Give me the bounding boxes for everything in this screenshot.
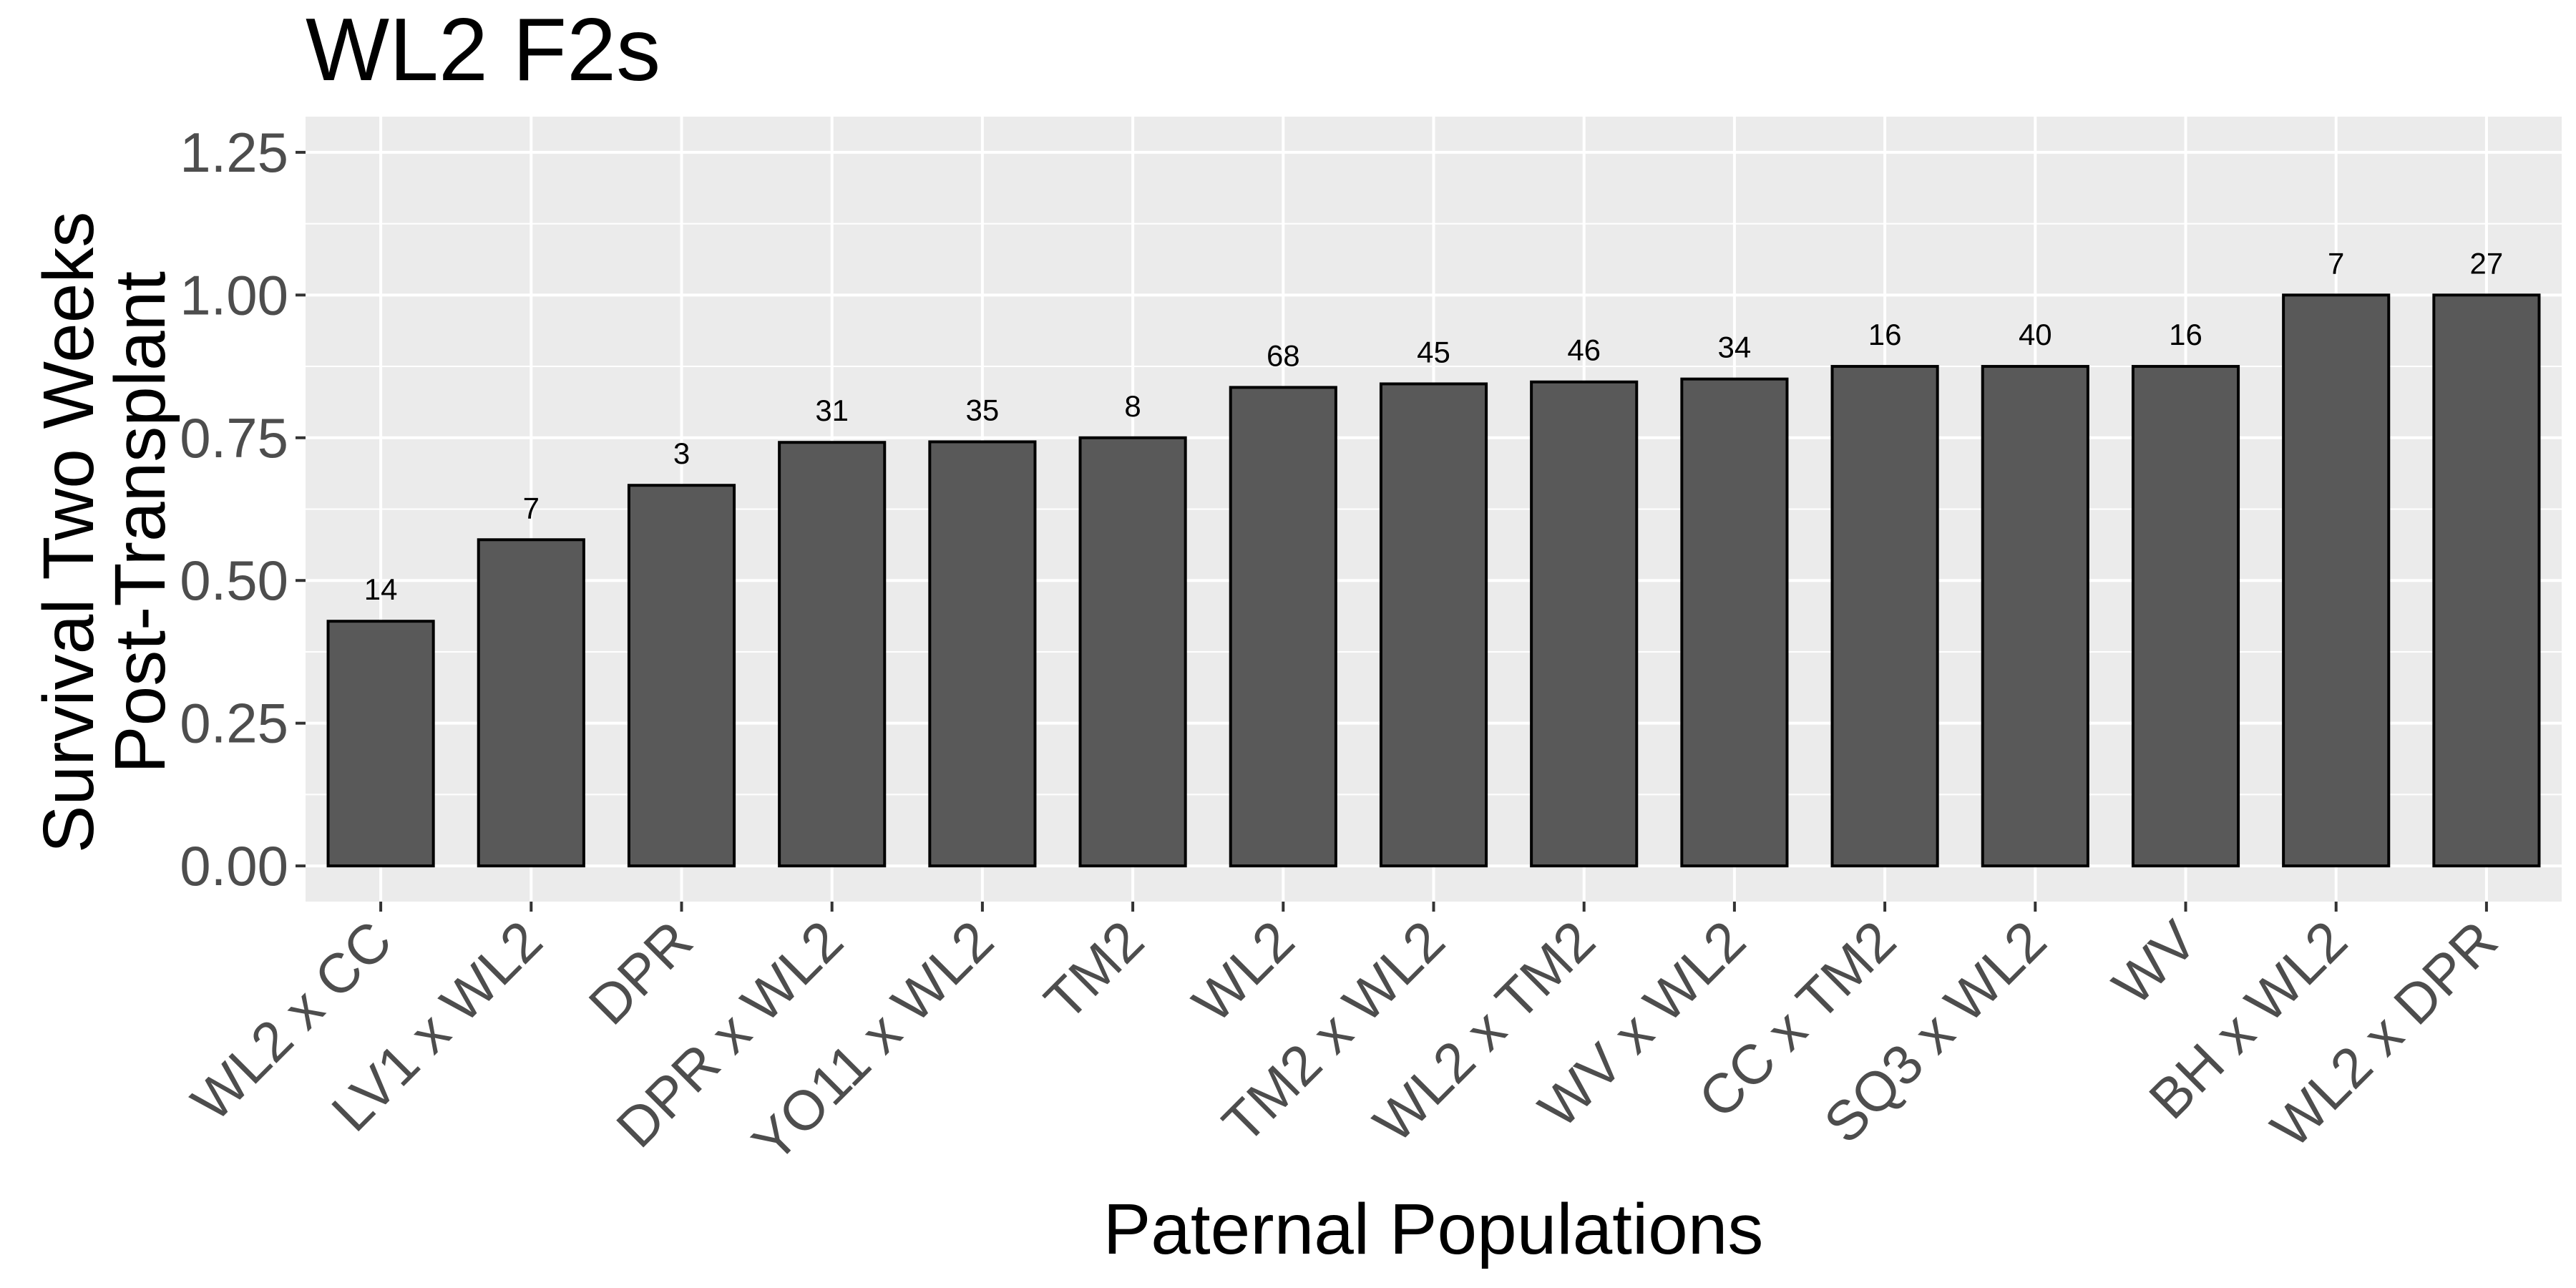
y-tick-label: 1.25: [180, 121, 288, 184]
bar: [1379, 382, 1488, 868]
y-axis-title: Survival Two Weeks Post-Transplant: [29, 192, 180, 853]
bar: [2282, 293, 2391, 868]
bar-count-label: 31: [815, 394, 849, 427]
x-axis-title: Paternal Populations: [1103, 1189, 1764, 1269]
y-tick-label: 0.25: [180, 692, 288, 755]
bar-count-label: 16: [1868, 318, 1902, 351]
bar: [778, 441, 887, 868]
bar: [928, 440, 1037, 868]
bar-count-label: 16: [2169, 318, 2202, 351]
bar-count-label: 46: [1567, 333, 1601, 367]
bar: [1680, 377, 1789, 868]
bars: [326, 293, 2541, 868]
y-axis-title-line-1: Survival Two Weeks: [29, 212, 109, 854]
y-axis-title-line-2: Post-Transplant: [100, 271, 180, 774]
bar: [1830, 365, 1939, 868]
x-tick-label: DPR: [577, 909, 705, 1037]
bar: [2432, 293, 2541, 868]
bar: [1229, 386, 1337, 868]
bar-count-label: 8: [1124, 389, 1141, 423]
x-tick-label: WL2: [1181, 909, 1307, 1035]
y-axis: 0.00 0.25 0.50 0.75 1.00 1.25: [180, 121, 306, 897]
bar: [1078, 436, 1187, 868]
bar: [2131, 365, 2240, 868]
bar-count-label: 35: [966, 393, 1000, 426]
bar-count-label: 3: [673, 436, 690, 470]
chart-title: WL2 F2s: [306, 1, 660, 99]
bar-count-label: 45: [1417, 335, 1450, 369]
y-tick-label: 1.00: [180, 263, 288, 326]
bar: [627, 484, 736, 868]
bar-count-label: 27: [2470, 246, 2504, 280]
x-tick-label: TM2: [1033, 909, 1156, 1033]
bar: [477, 538, 585, 868]
bar-count-label: 68: [1267, 338, 1300, 372]
bar-count-labels: 14 7 3 31 35 8 68 45 46 34 16 40 16 7 27: [364, 246, 2504, 606]
bar-count-label: 14: [364, 572, 398, 606]
bar-count-label: 7: [2328, 246, 2344, 280]
y-tick-label: 0.50: [180, 549, 288, 612]
bar: [1981, 365, 2089, 868]
bar-count-label: 34: [1718, 331, 1752, 364]
bar-count-label: 40: [2019, 318, 2052, 351]
bar: [326, 620, 435, 868]
x-tick-label: WV: [2100, 909, 2208, 1017]
y-tick-label: 0.00: [180, 834, 288, 897]
bar: [1530, 380, 1639, 868]
bar-count-label: 7: [523, 491, 540, 525]
y-tick-label: 0.75: [180, 406, 288, 469]
